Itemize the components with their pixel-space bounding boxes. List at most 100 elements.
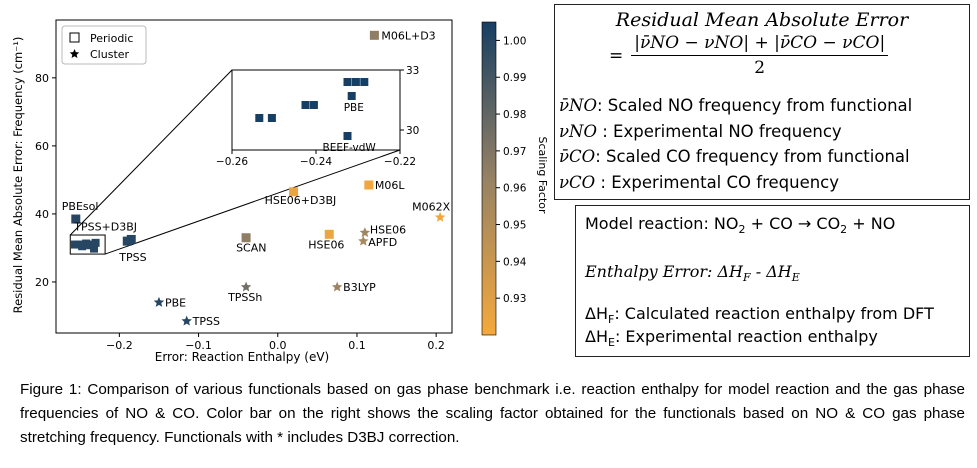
data-point-star <box>181 315 192 326</box>
reaction-end: + NO <box>847 214 896 233</box>
inset-marker <box>301 101 310 109</box>
inset-data-label: PBE <box>344 102 364 114</box>
equals-sign: = <box>609 45 624 66</box>
inset-x-tick-label: −0.26 <box>216 156 248 168</box>
reaction-middle: + CO → CO <box>745 214 841 233</box>
y-tick-label: 40 <box>35 208 49 221</box>
y-tick-label: 60 <box>35 140 49 153</box>
definition-symbol: ν̄NO <box>559 96 597 115</box>
subscript: E <box>791 271 800 285</box>
inset-y-tick-label: 30 <box>406 125 419 137</box>
y-tick-label: 20 <box>35 276 49 289</box>
formula-denominator: 2 <box>754 58 766 78</box>
subscript: 2 <box>840 223 848 237</box>
colorbar-tick-label: 0.97 <box>503 146 526 158</box>
data-point-square <box>369 30 379 40</box>
exp-enthalpy-text: : Experimental reaction enthalpy <box>614 327 878 346</box>
definition-row: ν̄CO: Scaled CO frequency from functiona… <box>559 144 912 170</box>
definition-symbol: ν̄CO <box>559 147 596 166</box>
subscript: 2 <box>738 223 746 237</box>
colorbar-tick-label: 0.99 <box>503 72 526 84</box>
data-point-star <box>359 227 371 238</box>
inset-data-label: BEEF-vdW <box>323 142 377 154</box>
definition-row: νCO : Experimental CO frequency <box>559 170 912 196</box>
inset-marker <box>347 92 356 100</box>
formula-numerator: |ν̄NO − νNO| + |ν̄CO − νCO| <box>631 33 889 56</box>
legend: Periodic Cluster <box>61 25 147 65</box>
y-axis-label: Residual Mean Absolute Error: Frequency … <box>11 37 25 314</box>
zoom-region-box <box>69 234 106 255</box>
enthalpy-error-line: Enthalpy Error: ΔHF - ΔHE <box>585 262 800 284</box>
inset-x-tick-label: −0.22 <box>384 156 416 168</box>
colorbar-tick-label: 0.95 <box>503 220 526 232</box>
x-tick-label: −0.1 <box>185 339 212 352</box>
data-point-square <box>364 180 374 190</box>
colorbar-bar <box>481 21 497 336</box>
cluster-marker <box>71 240 80 249</box>
zoom-connector-line <box>69 69 233 236</box>
x-tick-label: 0.0 <box>269 339 287 352</box>
formula-box: Residual Mean Absolute Error = |ν̄NO − ν… <box>554 4 970 200</box>
data-point-square <box>324 229 334 239</box>
definition-text: : Experimental NO frequency <box>597 121 842 141</box>
data-label: HSE06+D3BJ <box>265 194 337 207</box>
inset-marker <box>255 114 264 122</box>
data-point-star <box>153 296 165 307</box>
model-reaction-line: Model reaction: NO2 + CO → CO2 + NO <box>585 214 895 236</box>
colorbar-tick-label: 0.98 <box>503 109 526 121</box>
model-reaction-box: Model reaction: NO2 + CO → CO2 + NO Enth… <box>575 205 970 357</box>
formula-fraction: |ν̄NO − νNO| + |ν̄CO − νCO| 2 <box>631 33 889 78</box>
legend-label: Cluster <box>90 48 130 61</box>
formula-definitions: ν̄NO: Scaled NO frequency from functiona… <box>559 93 912 195</box>
data-label: APFD <box>368 236 397 249</box>
colorbar: 0.93 0.94 0.95 0.96 0.97 0.98 0.99 1.00 <box>481 21 527 336</box>
data-point-square <box>122 236 132 246</box>
cluster-marker <box>91 238 100 247</box>
figure-caption: Figure 1: Comparison of various function… <box>20 381 965 446</box>
data-point-square <box>289 187 299 197</box>
formula-equation: = |ν̄NO − νNO| + |ν̄CO − νCO| 2 <box>609 33 889 78</box>
colorbar-label: Scaling Factor <box>536 136 549 213</box>
inset-marker <box>267 114 276 122</box>
colorbar-tick-label: 0.94 <box>503 256 527 268</box>
definition-symbol: νNO <box>559 121 597 141</box>
x-tick-label: 0.1 <box>348 339 366 352</box>
delta-h: ΔH <box>585 327 608 346</box>
data-label: TPSS <box>192 315 220 328</box>
data-point-star <box>434 211 446 222</box>
data-label: TPSSh <box>227 291 262 304</box>
inset-x-tick-label: −0.24 <box>300 156 332 168</box>
zoom-connector-line <box>104 149 401 255</box>
data-label: HSE06 <box>308 238 344 251</box>
subscript: E <box>607 336 615 350</box>
inset-marker <box>309 101 318 109</box>
colorbar-tick-label: 0.96 <box>503 183 527 195</box>
plot-frame <box>55 19 453 334</box>
legend-label: Periodic <box>90 32 133 45</box>
x-tick-label: 0.2 <box>427 339 445 352</box>
data-label: HSE06 <box>370 224 406 237</box>
calc-enthalpy-line: ΔHF: Calculated reaction enthalpy from D… <box>585 304 934 326</box>
legend-square-marker <box>69 32 80 43</box>
calc-enthalpy-text: : Calculated reaction enthalpy from DFT <box>614 304 934 323</box>
inset-plot-area: −0.26 −0.24 −0.22 30 33 PBE BEEF-vdW <box>216 65 419 168</box>
inset-y-tick-label: 33 <box>406 65 419 77</box>
inset-marker <box>351 78 360 86</box>
legend-star-marker <box>69 49 80 59</box>
scatter-chart: −0.2 −0.1 0.0 0.1 0.2 20 40 60 80 Periodic Cluster… <box>11 19 549 364</box>
cluster-marker <box>90 244 99 253</box>
exp-enthalpy-line: ΔHE: Experimental reaction enthalpy <box>585 327 878 349</box>
enthalpy-error-expr: : ΔH <box>707 262 743 281</box>
data-label: M062X <box>412 200 450 213</box>
data-label: TPSS+D3BJ <box>73 220 137 233</box>
colorbar-tick-label: 1.00 <box>503 35 526 47</box>
enthalpy-error-label: Enthalpy Error <box>585 262 707 281</box>
data-label: M06L+D3 <box>381 29 435 42</box>
data-point-square <box>71 214 81 224</box>
definition-row: ν̄NO: Scaled NO frequency from functiona… <box>559 93 912 119</box>
data-point-star <box>240 281 252 292</box>
delta-h: ΔH <box>585 304 608 323</box>
data-label: TPSS <box>118 251 146 264</box>
x-tick-label: −0.2 <box>106 339 133 352</box>
data-label: M06L <box>375 179 405 192</box>
